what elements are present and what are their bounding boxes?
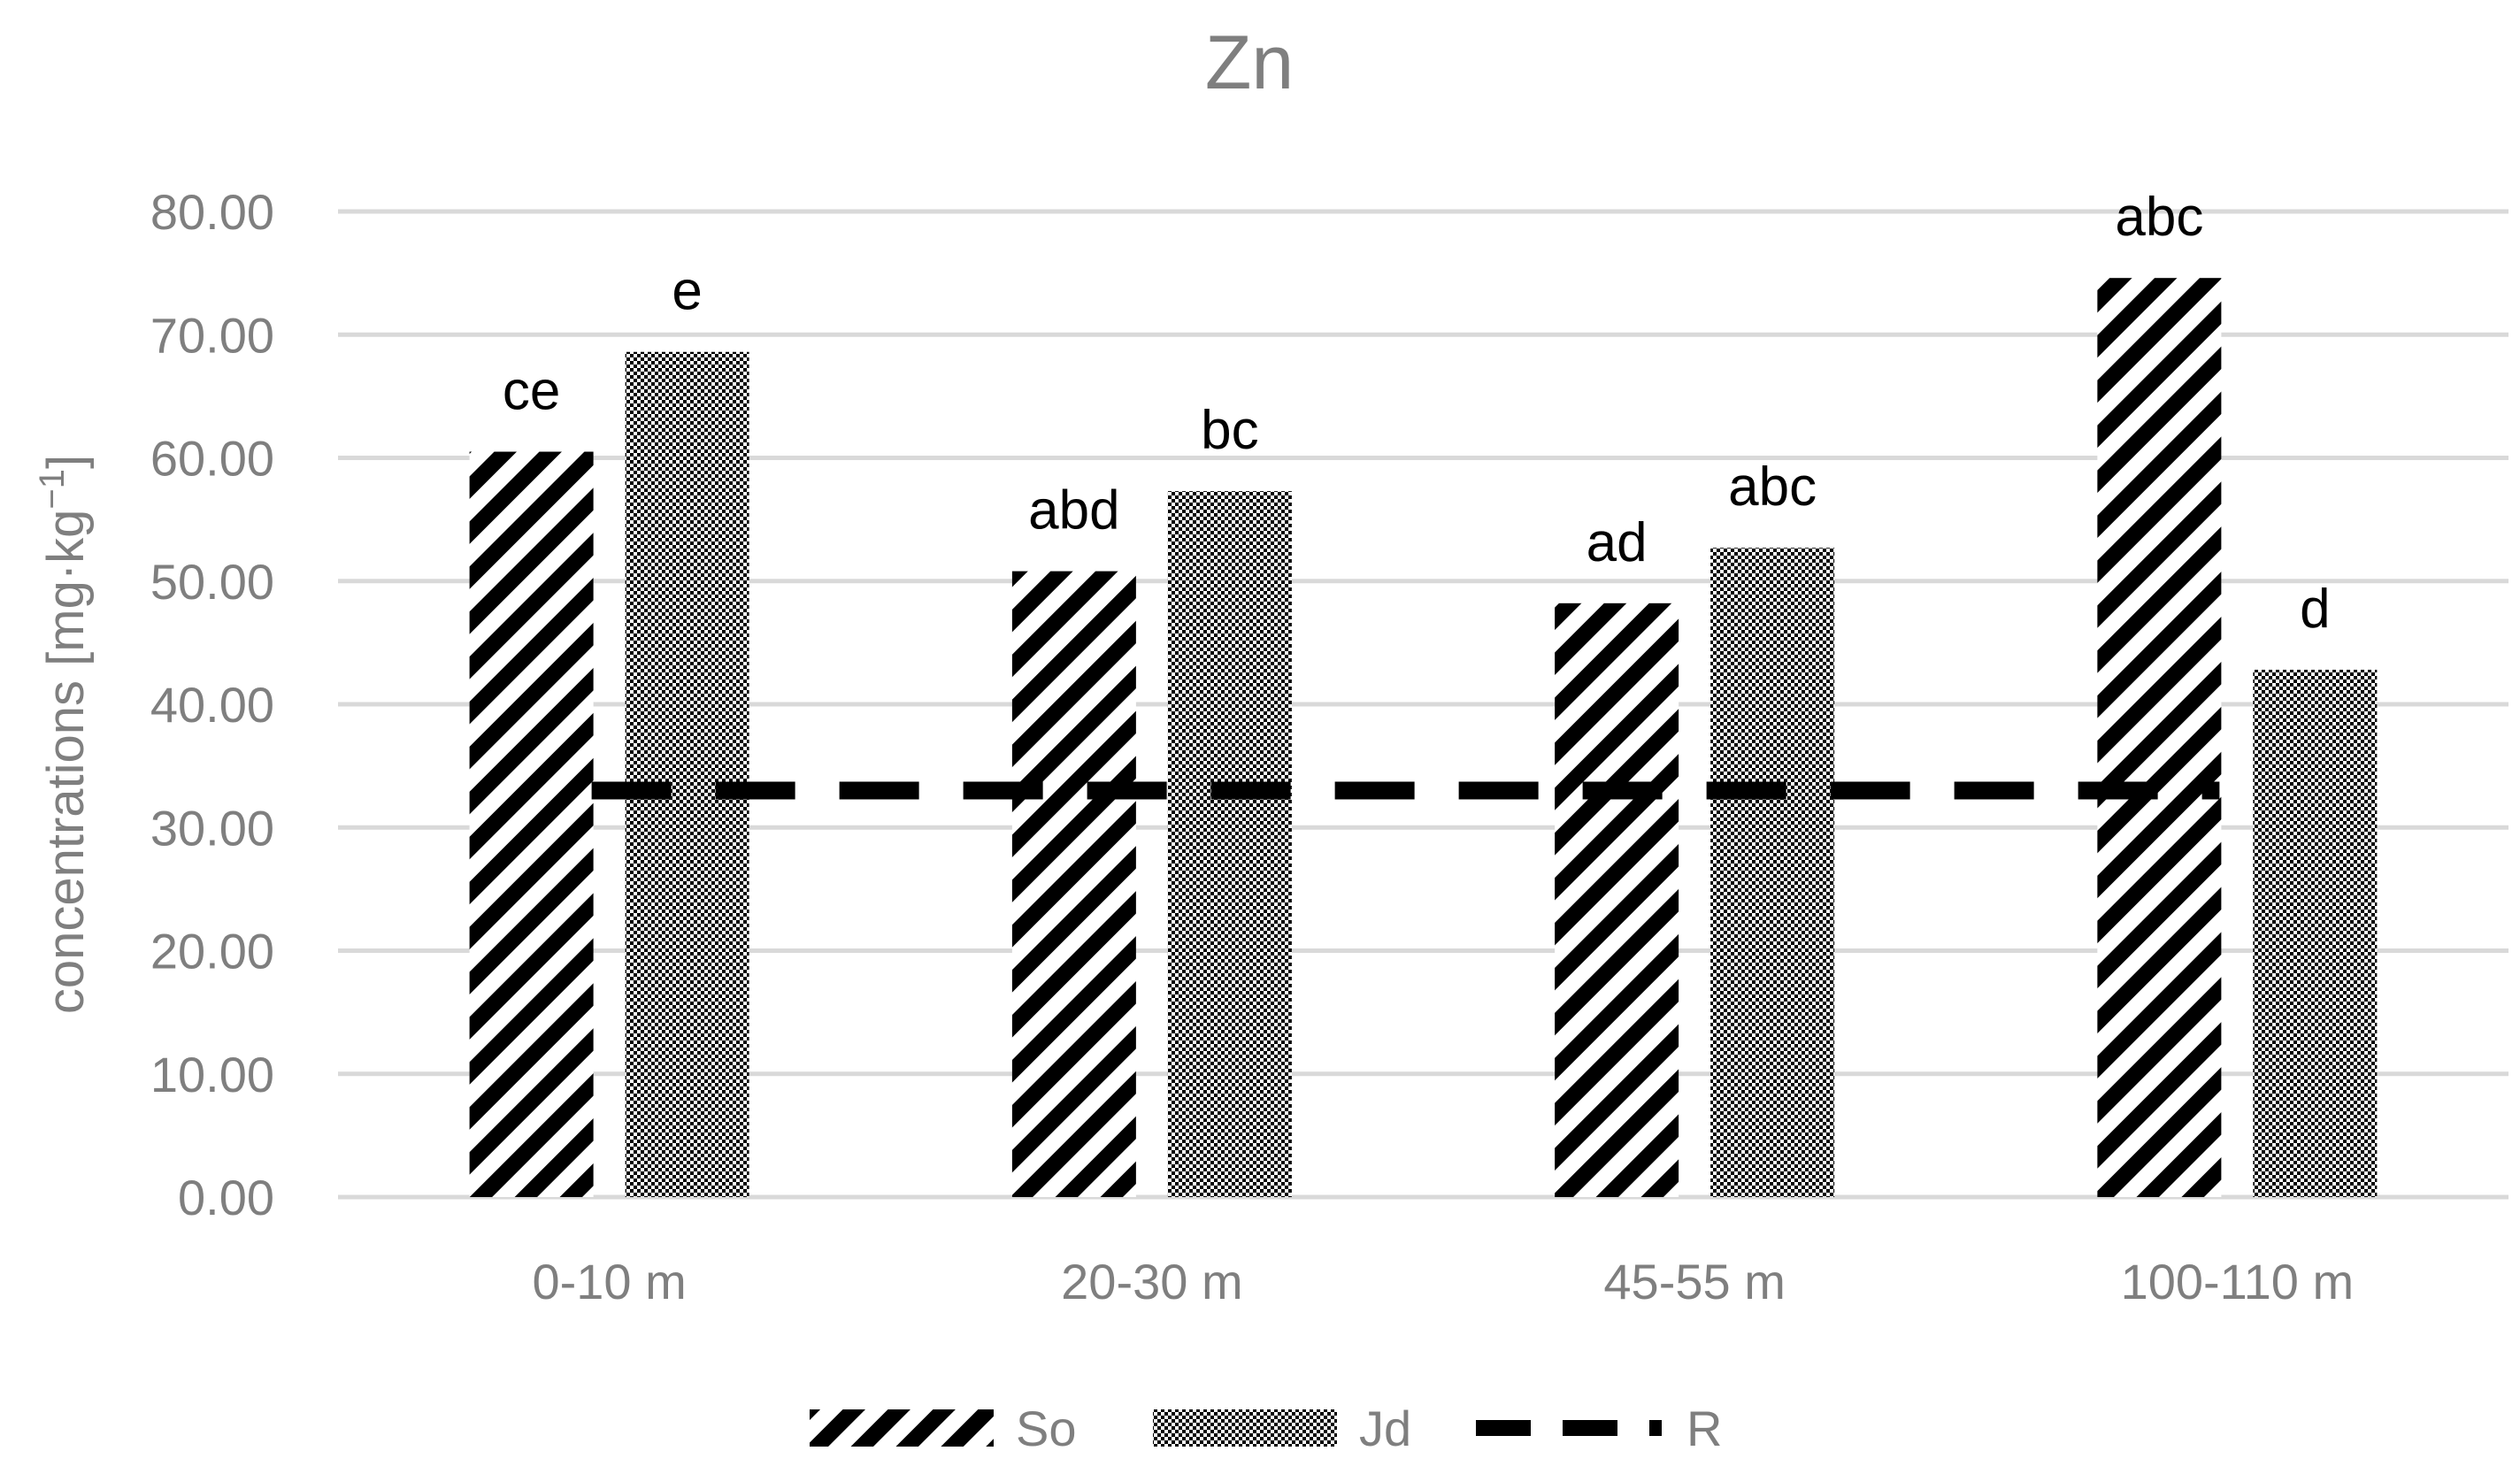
data-label-so-100-110-m: abc	[2115, 187, 2203, 248]
legend-label-jd: Jd	[1359, 1401, 1411, 1456]
legend-swatch-so	[810, 1409, 994, 1447]
y-tick-label: 10.00	[150, 1047, 274, 1102]
y-tick-label: 50.00	[150, 554, 274, 610]
data-label-jd-45-55-m: abc	[1728, 457, 1817, 518]
data-label-so-45-55-m: ad	[1587, 512, 1648, 573]
chart-title: Zn	[1205, 20, 1294, 105]
data-label-jd-100-110-m: d	[2300, 579, 2330, 640]
y-axis-ticks: 0.00 10.00 20.00 30.00 40.00 50.00 60.00 70.00 8…	[150, 184, 274, 1225]
data-label-jd-20-30-m: bc	[1201, 400, 1258, 461]
y-tick-label: 40.00	[150, 677, 274, 733]
y-tick-label: 80.00	[150, 184, 274, 240]
data-label-so-0-10-m: ce	[503, 361, 560, 422]
bar-jd-100-110-m	[2253, 670, 2378, 1197]
bar-jd-45-55-m	[1710, 548, 1835, 1197]
legend-swatch-jd	[1153, 1409, 1337, 1447]
bars	[469, 278, 2378, 1198]
y-axis-label: concentrations [mg·kg−1]	[33, 455, 95, 1014]
y-tick-label: 70.00	[150, 307, 274, 363]
y-tick-label: 20.00	[150, 924, 274, 979]
y-tick-label: 60.00	[150, 431, 274, 487]
legend-label-so: So	[1016, 1401, 1077, 1456]
bar-jd-20-30-m	[1167, 491, 1292, 1197]
bar-jd-0-10-m	[625, 351, 749, 1197]
bar-so-20-30-m	[1011, 571, 1136, 1197]
x-tick-label: 45-55 m	[1603, 1254, 1785, 1309]
data-labels: ce e abd bc ad abc abc d	[503, 187, 2331, 640]
data-label-so-20-30-m: abd	[1028, 480, 1119, 541]
y-tick-label: 0.00	[178, 1170, 274, 1225]
y-axis-label-superscript: −1	[33, 469, 72, 510]
x-tick-label: 0-10 m	[532, 1254, 686, 1309]
y-axis-label-main: concentrations [mg·kg	[37, 510, 95, 1015]
legend-label-r: R	[1686, 1401, 1722, 1456]
bar-so-0-10-m	[469, 451, 594, 1198]
bar-so-100-110-m	[2097, 278, 2222, 1197]
x-tick-label: 100-110 m	[2121, 1254, 2355, 1309]
bar-so-45-55-m	[1555, 603, 1679, 1197]
x-tick-label: 20-30 m	[1061, 1254, 1242, 1309]
y-axis-label-end: ]	[37, 455, 95, 469]
x-axis-ticks: 0-10 m 20-30 m 45-55 m 100-110 m	[532, 1254, 2354, 1309]
y-tick-label: 30.00	[150, 800, 274, 856]
data-label-jd-0-10-m: e	[672, 261, 702, 322]
legend: So Jd R	[810, 1401, 1722, 1456]
